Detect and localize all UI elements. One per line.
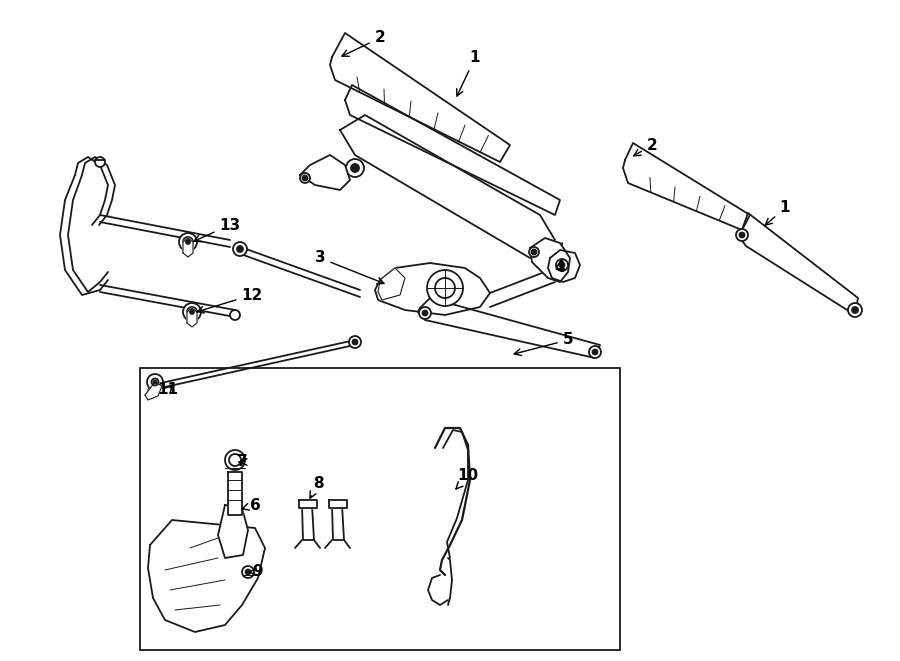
- Text: 4: 4: [554, 260, 565, 276]
- Polygon shape: [340, 115, 555, 258]
- Circle shape: [589, 346, 601, 358]
- Circle shape: [351, 164, 359, 172]
- Text: 1: 1: [765, 200, 790, 225]
- Polygon shape: [145, 382, 162, 400]
- Circle shape: [532, 249, 536, 254]
- Text: 1: 1: [456, 50, 481, 96]
- Circle shape: [560, 262, 564, 268]
- Circle shape: [186, 240, 190, 244]
- Circle shape: [427, 270, 463, 306]
- Text: 12: 12: [197, 288, 263, 313]
- Circle shape: [225, 450, 245, 470]
- Circle shape: [736, 229, 748, 241]
- Circle shape: [539, 256, 547, 264]
- Polygon shape: [299, 500, 317, 508]
- Polygon shape: [345, 85, 560, 215]
- Polygon shape: [418, 298, 600, 358]
- Polygon shape: [148, 520, 265, 632]
- Polygon shape: [228, 472, 242, 515]
- Text: 7: 7: [237, 455, 248, 469]
- Circle shape: [435, 278, 455, 298]
- Text: 6: 6: [242, 498, 260, 512]
- Text: 3: 3: [315, 251, 384, 284]
- Circle shape: [300, 173, 310, 183]
- Circle shape: [95, 157, 105, 167]
- Circle shape: [346, 159, 364, 177]
- Polygon shape: [302, 505, 314, 540]
- Polygon shape: [183, 238, 193, 257]
- Polygon shape: [218, 505, 248, 558]
- Text: 5: 5: [514, 332, 573, 356]
- Bar: [140, 368, 620, 650]
- Polygon shape: [300, 155, 350, 190]
- Text: 2: 2: [634, 137, 657, 156]
- Circle shape: [230, 310, 240, 320]
- Circle shape: [183, 303, 201, 321]
- Polygon shape: [548, 250, 580, 282]
- Circle shape: [349, 336, 361, 348]
- Circle shape: [246, 570, 250, 574]
- Circle shape: [190, 310, 194, 314]
- Circle shape: [183, 237, 193, 247]
- Polygon shape: [329, 500, 347, 508]
- Text: 9: 9: [249, 564, 264, 580]
- Circle shape: [151, 379, 158, 385]
- Text: 10: 10: [456, 469, 479, 489]
- Circle shape: [592, 350, 598, 354]
- Circle shape: [852, 307, 858, 313]
- Text: 11: 11: [158, 383, 178, 397]
- Circle shape: [154, 381, 157, 383]
- Circle shape: [419, 307, 431, 319]
- Circle shape: [353, 340, 357, 344]
- Circle shape: [848, 303, 862, 317]
- Circle shape: [147, 374, 163, 390]
- Polygon shape: [330, 33, 510, 162]
- Polygon shape: [332, 505, 344, 540]
- Polygon shape: [378, 268, 405, 300]
- Circle shape: [556, 259, 568, 271]
- Polygon shape: [375, 263, 490, 315]
- Text: 2: 2: [342, 30, 385, 56]
- Polygon shape: [187, 308, 197, 327]
- Circle shape: [187, 307, 197, 317]
- Circle shape: [534, 251, 552, 269]
- Circle shape: [740, 233, 744, 237]
- Circle shape: [422, 311, 427, 315]
- Text: 8: 8: [310, 475, 323, 498]
- Circle shape: [229, 454, 241, 466]
- Polygon shape: [740, 213, 858, 315]
- Polygon shape: [623, 143, 750, 230]
- Circle shape: [242, 566, 254, 578]
- Text: 13: 13: [194, 217, 240, 241]
- Circle shape: [179, 233, 197, 251]
- Polygon shape: [530, 238, 570, 282]
- Circle shape: [529, 247, 539, 257]
- Circle shape: [302, 176, 308, 180]
- Circle shape: [237, 246, 243, 252]
- Circle shape: [233, 242, 247, 256]
